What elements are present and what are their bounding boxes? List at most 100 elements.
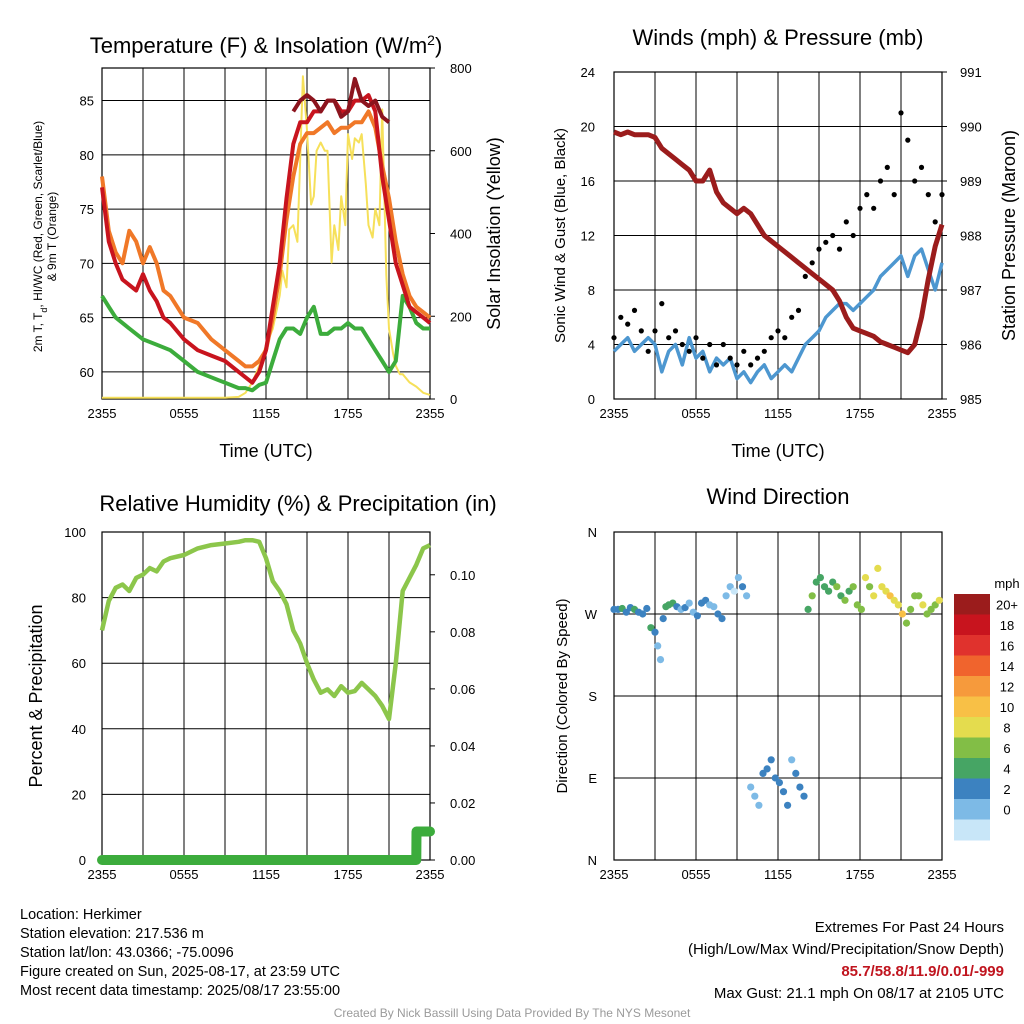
direction-point — [919, 601, 927, 609]
direction-point — [882, 587, 890, 595]
y-tick-label-left: 100 — [64, 525, 86, 540]
y-axis-label-line1: 2m T, Td, HI/WC (Red, Green, Scarlet/Blu… — [31, 121, 49, 352]
gust-point — [659, 301, 665, 307]
x-tick-label: 2355 — [416, 406, 445, 421]
direction-point — [685, 599, 693, 607]
gust-point — [727, 355, 733, 361]
y-tick-label-right: 0.04 — [450, 739, 475, 754]
gust-point — [754, 355, 761, 361]
chart-title: Temperature (F) & Insolation (W/m2) — [90, 32, 443, 58]
colorbar-label: 4 — [1003, 761, 1010, 776]
direction-point — [693, 612, 702, 620]
colorbar-swatch — [954, 778, 990, 800]
colorbar-label: 10 — [1000, 700, 1014, 715]
y-tick-label-left: N — [588, 853, 597, 868]
colorbar-swatch — [954, 696, 990, 718]
y-tick-label-right: 990 — [960, 120, 982, 135]
direction-point — [833, 583, 841, 591]
direction-point — [767, 756, 775, 764]
gust-point — [768, 335, 774, 341]
colorbar-label: 18 — [1000, 618, 1014, 633]
colorbar-title: mph — [994, 576, 1019, 591]
y-tick-label-left: 0 — [79, 853, 86, 868]
y-axis-label-left: 2m T, Td, HI/WC (Red, Green, Scarlet/Blu… — [31, 121, 59, 352]
y-axis-label-left-text: Sonic Wind & Gust (Blue, Black) — [552, 128, 569, 343]
x-tick-label: 1155 — [252, 867, 280, 882]
direction-point — [643, 604, 651, 613]
direction-point — [622, 608, 630, 616]
colorbar-swatch — [954, 594, 990, 615]
gust-point — [638, 328, 644, 334]
y-axis-label-left-text: Direction (Colored By Speed) — [554, 598, 571, 793]
series-line-td — [100, 293, 430, 393]
extremes-title: Extremes For Past 24 Hours — [814, 919, 1004, 936]
y-tick-label-left: 20 — [581, 120, 595, 135]
direction-point — [866, 583, 874, 591]
gust-point — [939, 192, 945, 198]
direction-point — [861, 574, 870, 582]
direction-point — [829, 578, 837, 586]
direction-point — [825, 587, 833, 595]
gust-point — [693, 335, 699, 341]
series-line-solar-insolation — [102, 75, 431, 399]
colorbar-label: 2 — [1003, 782, 1010, 797]
gust-point — [816, 246, 822, 252]
gust-point — [836, 246, 843, 252]
direction-point — [763, 765, 771, 773]
direction-point — [730, 587, 738, 595]
series-line-hi-wc — [291, 76, 391, 124]
series-line-precipitation — [97, 826, 435, 865]
y-tick-label-left: 85 — [80, 94, 94, 109]
x-tick-label: 2355 — [416, 867, 445, 882]
direction-point — [722, 592, 730, 600]
gust-point — [741, 348, 747, 354]
x-axis-label: Time (UTC) — [219, 441, 312, 461]
gust-point — [666, 335, 672, 341]
panel-1: 2355 0555 1155 1755 2355 60 65 70 75 80 85 0 200 400 6… — [31, 32, 504, 461]
direction-point — [874, 564, 882, 573]
direction-point — [804, 605, 812, 614]
direction-point — [734, 574, 743, 582]
direction-point — [902, 619, 911, 627]
extremes-info: Extremes For Past 24 Hours (High/Low/Max… — [688, 917, 1004, 1005]
panel-3: 2355 0555 1155 1755 23550204060801000.000.02… — [26, 491, 497, 882]
y-tick-label-right: 200 — [450, 309, 472, 324]
direction-point — [784, 801, 792, 809]
max-gust-text: Max Gust: 21.1 mph On 08/17 at 2105 UTC — [713, 985, 1004, 1002]
direction-point — [788, 756, 796, 764]
y-tick-label-right: 0.06 — [450, 682, 475, 697]
direction-point — [751, 792, 759, 800]
direction-point — [775, 779, 784, 787]
gust-point — [761, 348, 767, 354]
direction-point — [898, 610, 907, 618]
x-tick-label: 0555 — [170, 867, 199, 882]
gust-point — [611, 335, 617, 341]
gust-point — [782, 335, 788, 341]
gust-point — [884, 164, 890, 170]
direction-point — [702, 596, 710, 604]
colorbar-label: 6 — [1003, 741, 1010, 756]
y-tick-label-right: 991 — [960, 65, 982, 80]
y-tick-label-left: 24 — [581, 65, 595, 80]
direction-point — [743, 592, 751, 600]
x-tick-label: 1755 — [846, 867, 875, 882]
direction-point — [915, 592, 923, 600]
y-tick-label-left: 8 — [588, 283, 595, 298]
y-tick-label-right: 987 — [960, 283, 982, 298]
colorbar: mph 20+ 18 16 14 12 10 8 6 4 2 0 — [954, 576, 1020, 841]
gust-point — [686, 348, 692, 354]
y-tick-label-left: 70 — [80, 256, 94, 271]
recent-text: Most recent data timestamp: 2025/08/17 2… — [20, 983, 341, 999]
y-tick-label-left: N — [588, 525, 597, 540]
direction-point — [755, 801, 763, 809]
y-axis-label-left-text: Percent & Precipitation — [26, 604, 46, 787]
direction-point — [656, 656, 665, 664]
colorbar-swatch — [954, 676, 990, 697]
x-tick-label: 1155 — [764, 867, 792, 882]
gust-point — [625, 321, 631, 327]
direction-point — [718, 615, 726, 623]
direction-point — [714, 610, 722, 618]
y-tick-label-left: 40 — [72, 722, 86, 737]
x-tick-label: 2355 — [88, 867, 117, 882]
